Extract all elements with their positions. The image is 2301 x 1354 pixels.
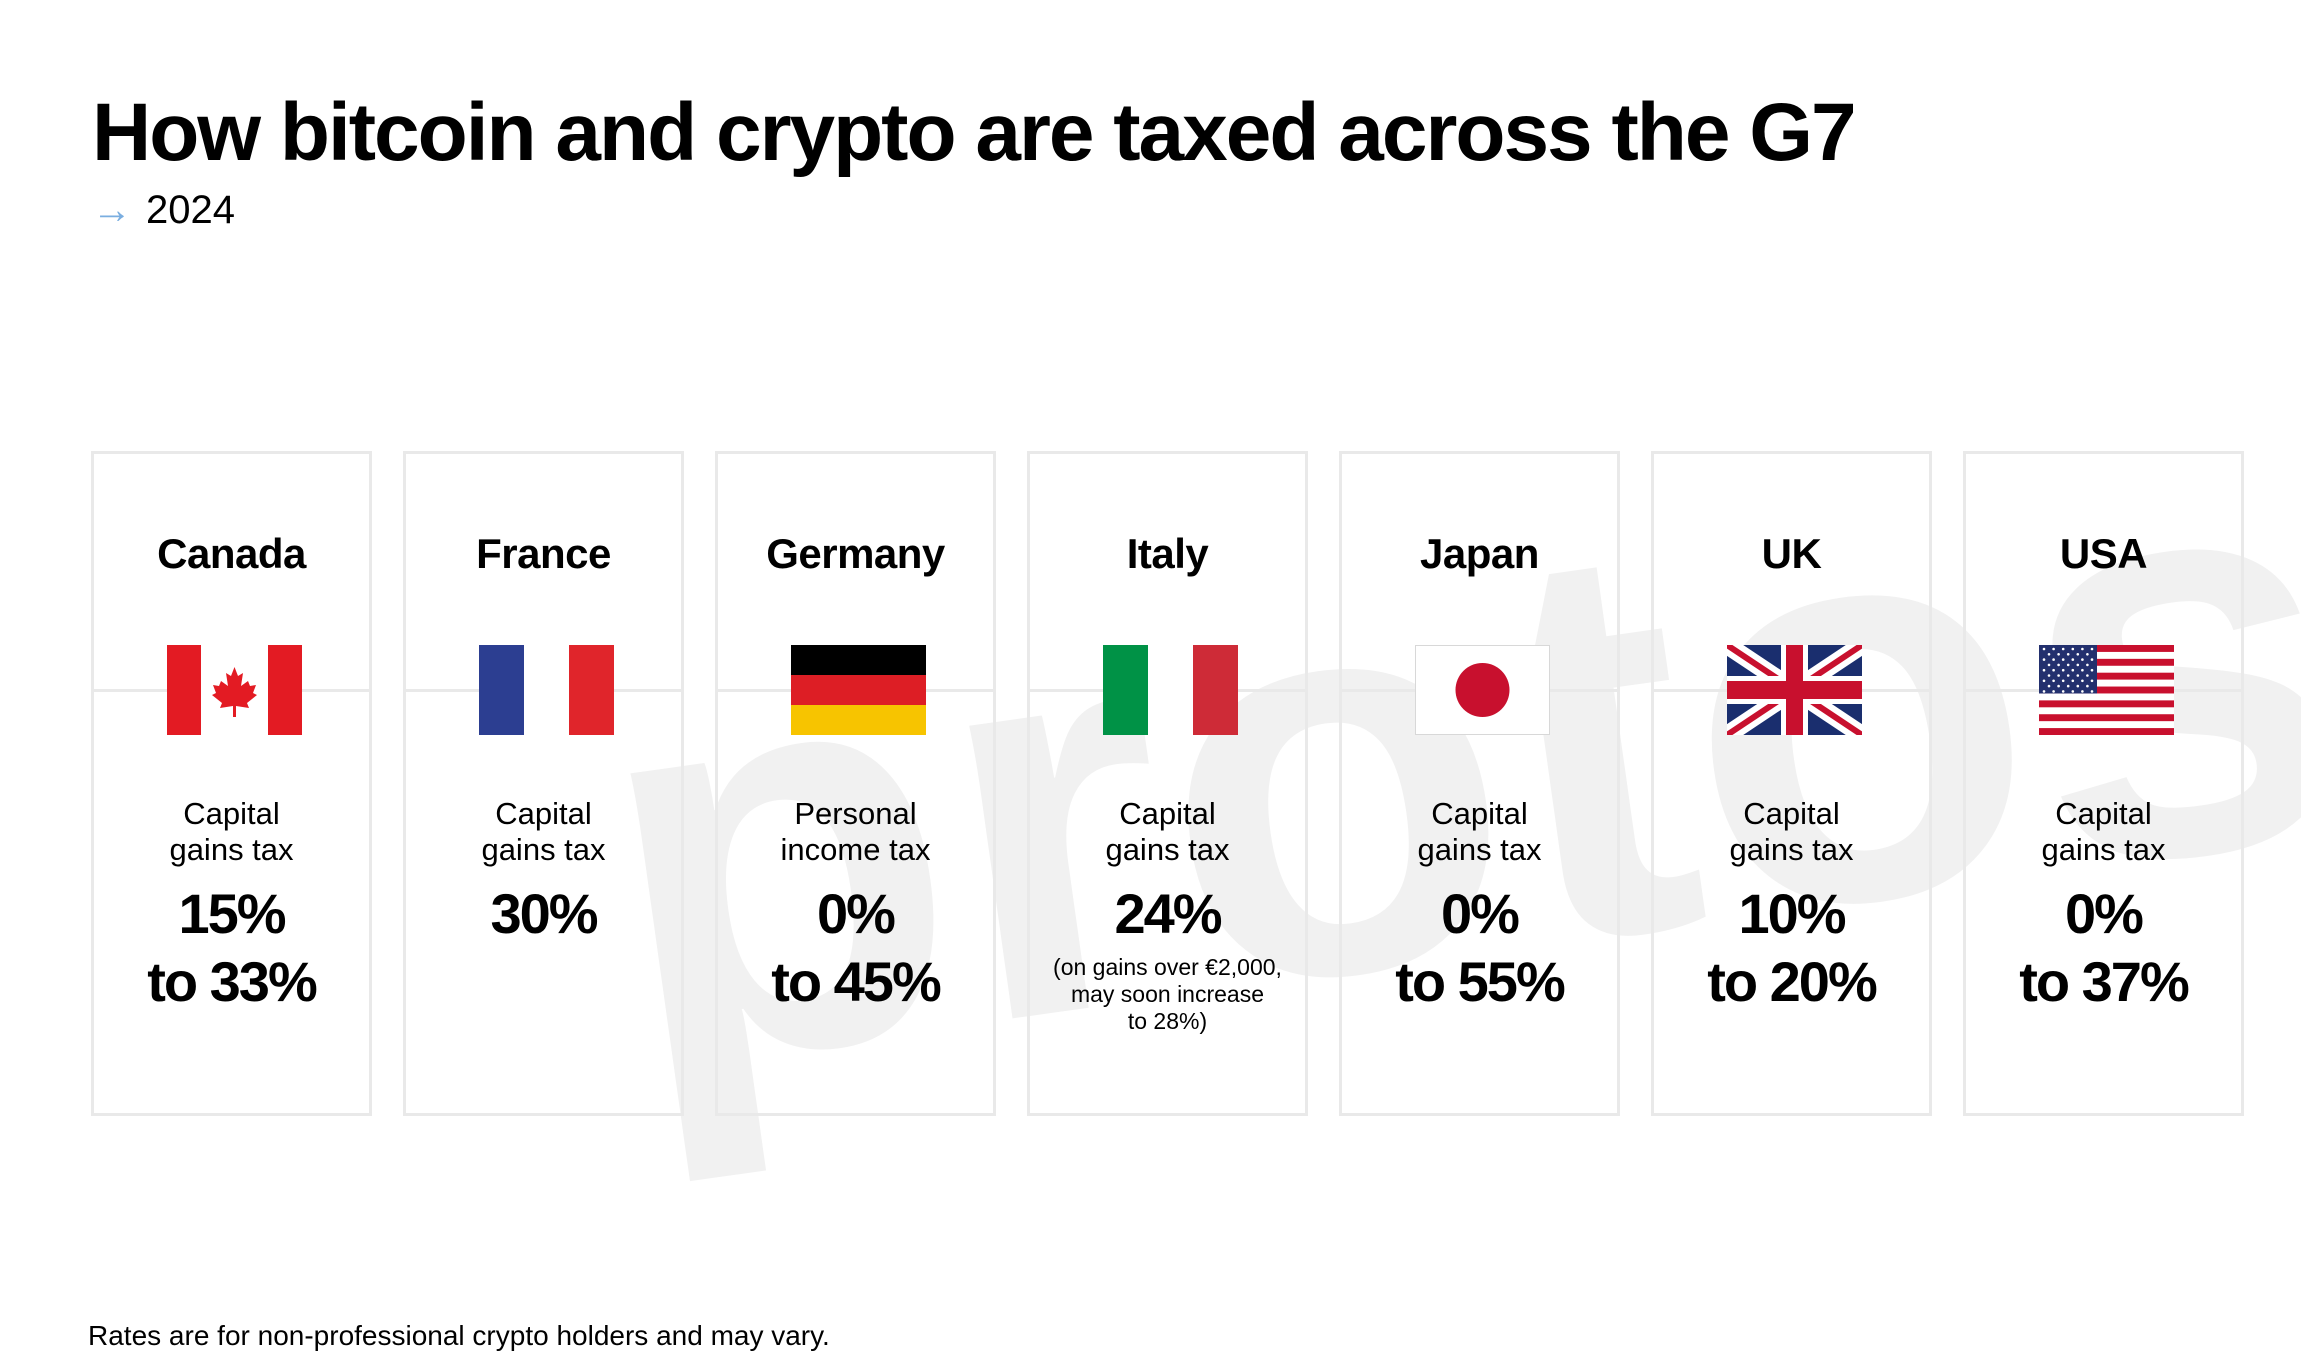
rate-note: (on gains over €2,000, may soon increase t… <box>1040 954 1295 1035</box>
country-card-germany: Germany Personal income tax 0% to 45% <box>715 451 996 1116</box>
country-name: Italy <box>1126 530 1209 577</box>
tax-type: Capital gains tax <box>1342 796 1617 868</box>
japan-flag-icon <box>1415 645 1550 735</box>
tax-type: Capital gains tax <box>1654 796 1929 868</box>
tax-type: Personal income tax <box>718 796 993 868</box>
tax-type-line: gains tax <box>481 832 606 867</box>
country-card-canada: Canada Capital gains tax 15% to 33% <box>91 451 372 1116</box>
tax-type-line: gains tax <box>2041 832 2166 867</box>
tax-type: Capital gains tax <box>1030 796 1305 868</box>
rate-note-line: to 28%) <box>1127 1008 1208 1034</box>
country-card-france: France Capital gains tax 30% <box>403 451 684 1116</box>
tax-rate: 24% <box>1030 880 1305 948</box>
country-name: UK <box>1761 530 1822 577</box>
tax-rate-line: 24% <box>1114 882 1222 945</box>
country-name: Japan <box>1420 530 1539 577</box>
italy-flag-icon <box>1103 645 1238 735</box>
country-card-uk: UK Capital gains tax 10% to 20% <box>1651 451 1932 1116</box>
france-flag-icon <box>479 645 614 735</box>
tax-rate-line: 30% <box>490 882 598 945</box>
usa-flag-icon <box>2039 645 2174 735</box>
tax-type: Capital gains tax <box>406 796 681 868</box>
year-label: 2024 <box>146 188 235 232</box>
tax-type-line: Capital <box>1431 796 1528 831</box>
tax-rate: 0% to 37% <box>1966 880 2241 1016</box>
tax-type-line: Capital <box>495 796 592 831</box>
tax-type-line: Personal <box>794 796 917 831</box>
tax-rate: 0% to 45% <box>718 880 993 1016</box>
subtitle: → 2024 <box>92 190 235 230</box>
tax-type: Capital gains tax <box>1966 796 2241 868</box>
germany-flag-icon <box>791 645 926 735</box>
rate-note-line: may soon increase <box>1070 981 1265 1007</box>
tax-type-line: Capital <box>183 796 280 831</box>
tax-type-line: Capital <box>1743 796 1840 831</box>
rate-note-line: (on gains over €2,000, <box>1053 954 1282 980</box>
tax-type: Capital gains tax <box>94 796 369 868</box>
country-card-usa: USA Capital gains tax 0% to 37% <box>1963 451 2244 1116</box>
arrow-right-icon: → <box>92 188 132 232</box>
tax-rate-line: 0% <box>1441 882 1520 945</box>
tax-rate-line: to 33% <box>147 950 318 1013</box>
country-name: Germany <box>766 530 945 577</box>
page-title: How bitcoin and crypto are taxed across … <box>92 87 1857 178</box>
country-name: USA <box>2059 530 2148 577</box>
country-card-japan: Japan Capital gains tax 0% to 55% <box>1339 451 1620 1116</box>
tax-rate-line: to 55% <box>1395 950 1566 1013</box>
tax-rate: 15% to 33% <box>94 880 369 1016</box>
tax-type-line: gains tax <box>1105 832 1230 867</box>
tax-rate-line: 10% <box>1738 882 1846 945</box>
tax-type-line: gains tax <box>1417 832 1542 867</box>
tax-type-line: Capital <box>2055 796 2152 831</box>
tax-rate: 10% to 20% <box>1654 880 1929 1016</box>
uk-flag-icon <box>1727 645 1862 735</box>
tax-type-line: gains tax <box>1729 832 1854 867</box>
footnote: Rates are for non-professional crypto ho… <box>88 1320 830 1351</box>
tax-rate-line: to 20% <box>1707 950 1878 1013</box>
country-name: Canada <box>157 530 306 577</box>
tax-rate-line: 0% <box>2065 882 2144 945</box>
canada-flag-icon <box>167 645 302 735</box>
tax-rate-line: 15% <box>178 882 286 945</box>
tax-rate-line: to 45% <box>771 950 942 1013</box>
tax-rate-line: to 37% <box>2019 950 2190 1013</box>
country-card-italy: Italy Capital gains tax 24% (on gains over €… <box>1027 451 1308 1116</box>
tax-type-line: Capital <box>1119 796 1216 831</box>
tax-type-line: income tax <box>780 832 931 867</box>
tax-rate: 30% <box>406 880 681 948</box>
country-name: France <box>476 530 611 577</box>
tax-rate-line: 0% <box>817 882 896 945</box>
tax-type-line: gains tax <box>169 832 294 867</box>
tax-rate: 0% to 55% <box>1342 880 1617 1016</box>
